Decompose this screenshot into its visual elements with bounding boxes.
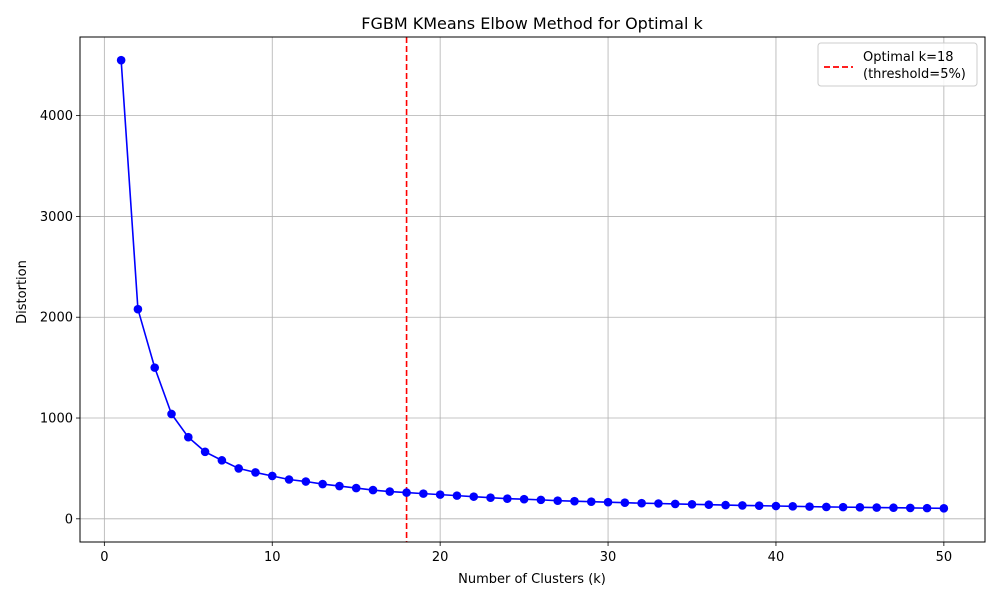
data-point [788,502,798,511]
data-point [905,503,915,513]
data-point [805,502,814,511]
data-point [889,503,898,513]
x-tick-label: 0 [100,550,108,565]
x-tick-label: 10 [264,550,281,565]
data-point [368,485,378,495]
data-point [771,501,781,511]
data-point [318,479,327,489]
x-axis-label: Number of Clusters (k) [458,572,606,587]
chart-title: FGBM KMeans Elbow Method for Optimal k [361,14,703,33]
data-point [167,409,176,419]
data-point [217,456,227,465]
plot-frame [79,36,986,543]
data-point [939,504,949,513]
data-point [469,492,479,501]
y-tick-label: 0 [65,512,73,527]
distortion-series [116,55,949,513]
data-point [351,483,361,493]
data-point [301,477,311,486]
data-point [586,497,596,506]
data-point [620,498,630,507]
data-point [670,499,680,509]
data-point [183,432,193,442]
data-point [704,500,714,510]
data-point [872,503,882,512]
data-point [855,503,865,512]
x-tick-label: 20 [432,550,449,565]
data-point [922,503,932,513]
data-point [385,487,395,496]
legend-label-line1: Optimal k=18 [863,50,954,65]
axis-ticks: 0 10 20 30 40 50 0 1000 2000 3000 4000 [40,109,952,565]
data-point [754,501,764,511]
legend: Optimal k=18 (threshold=5%) [817,42,978,87]
data-point [822,502,831,512]
data-point [251,468,260,477]
data-point [335,481,344,491]
y-tick-label: 3000 [40,210,73,225]
data-point [133,304,143,314]
data-point [402,488,411,497]
data-point [435,490,445,499]
legend-label-line2: (threshold=5%) [863,67,966,82]
data-point [503,494,512,503]
y-tick-label: 4000 [40,109,73,124]
legend-box [817,42,978,87]
data-point [570,496,579,506]
data-point [637,498,646,508]
data-point [234,464,243,473]
y-tick-label: 2000 [40,311,73,326]
grid-lines [80,37,985,542]
data-point [419,489,428,498]
data-point [519,494,529,504]
data-point [200,447,210,457]
y-axis-label: Distortion [15,260,30,324]
data-point [150,363,160,372]
y-tick-label: 1000 [40,412,73,427]
x-tick-label: 50 [936,550,953,565]
x-tick-label: 40 [768,550,785,565]
data-point [116,55,126,65]
data-point [838,502,848,512]
data-point [603,497,613,507]
x-tick-label: 30 [600,550,617,565]
data-point [687,500,697,509]
data-point [721,500,730,510]
data-point [284,475,294,484]
data-point [654,499,663,508]
data-point [486,493,495,502]
data-point [553,496,562,505]
data-point [536,495,546,505]
data-point [738,501,747,510]
data-point [452,491,462,500]
data-point [267,471,277,481]
